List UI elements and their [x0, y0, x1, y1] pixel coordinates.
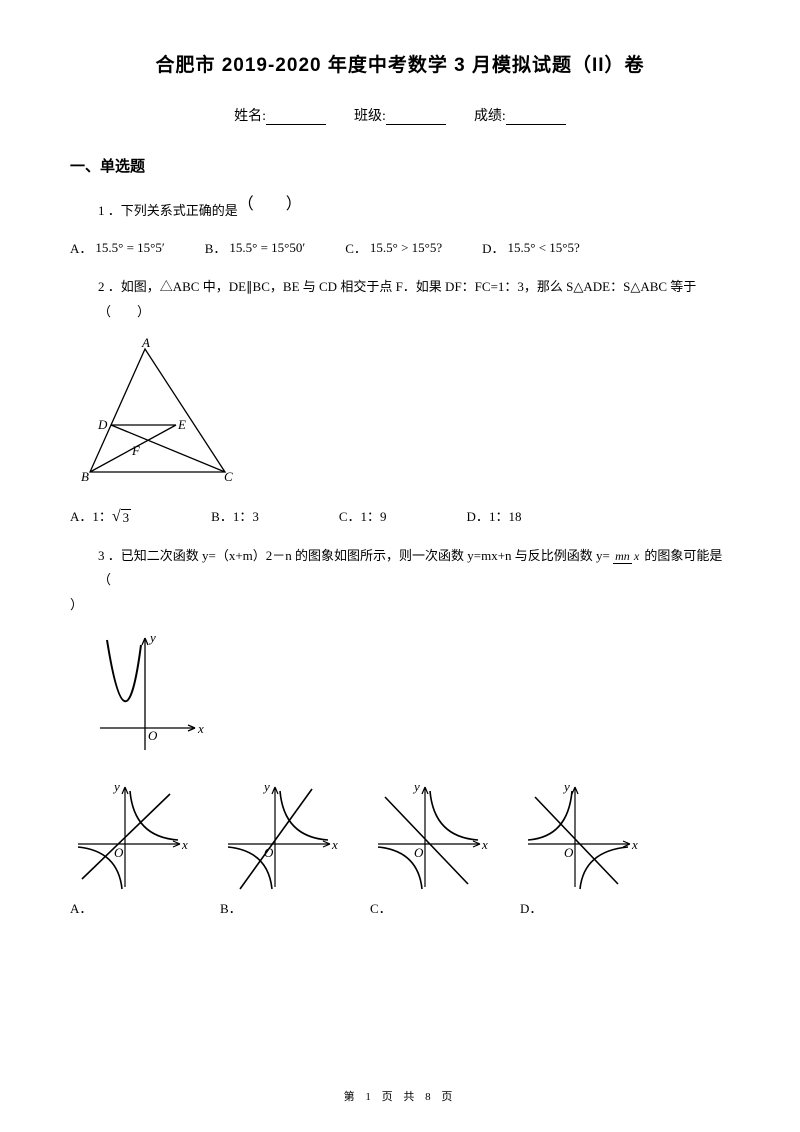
section-heading: 一、单选题	[70, 155, 730, 176]
svg-text:O: O	[264, 845, 274, 860]
q1-opt-c: C．15.5° > 15°5?	[345, 238, 442, 257]
q3-options: x y O A． x y O B．	[70, 779, 730, 917]
q2-d-pre: D．	[467, 509, 489, 524]
q1-a-body: 15.5° = 15°5′	[95, 240, 164, 256]
q3-opt-c: x y O C．	[370, 779, 490, 917]
q3-b-label: B．	[220, 898, 340, 917]
q1-d-body: 15.5° < 15°5?	[508, 240, 580, 256]
q2-b-pre: B．	[211, 509, 233, 524]
fraction-icon: mnx	[613, 545, 641, 568]
q3-d-label: D．	[520, 898, 640, 917]
svg-text:E: E	[177, 417, 186, 432]
q1-c-body: 15.5° > 15°5?	[370, 240, 442, 256]
class-label: 班级:	[354, 109, 386, 124]
svg-text:y: y	[262, 779, 270, 794]
q3-opt-b: x y O B．	[220, 779, 340, 917]
name-label: 姓名:	[234, 109, 266, 124]
q2-opt-c: C．1：9	[339, 506, 387, 526]
meta-row: 姓名: 班级: 成绩:	[70, 105, 730, 125]
q2-opt-a: A．1：√3	[70, 506, 131, 526]
svg-text:x: x	[197, 721, 204, 736]
page-footer: 第 1 页 共 8 页	[0, 1088, 800, 1104]
q1-b-pre: B．	[205, 238, 227, 257]
svg-text:x: x	[331, 837, 338, 852]
q2-options: A．1：√3 B．1：3 C．1：9 D．1：18	[70, 506, 730, 526]
q2-d-body: 1：18	[489, 509, 522, 524]
svg-text:O: O	[564, 845, 574, 860]
q3-frac-n: mn	[613, 549, 632, 564]
question-1: 1 ．下列关系式正确的是（ ）	[70, 196, 730, 226]
q2-c-body: 1：9	[361, 509, 387, 524]
q2-a-pre: A．1：	[70, 509, 112, 524]
svg-text:x: x	[481, 837, 488, 852]
score-blank	[506, 111, 566, 125]
svg-text:x: x	[181, 837, 188, 852]
triangle-diagram: A B C D E F	[70, 337, 245, 487]
graph-a: x y O	[70, 779, 190, 894]
q3-a-label: A．	[70, 898, 190, 917]
q1-c-pre: C．	[345, 238, 367, 257]
svg-text:x: x	[631, 837, 638, 852]
q3-t3: ）	[70, 597, 83, 612]
score-label: 成绩:	[474, 109, 506, 124]
q3-t1: 3 ．已知二次函数 y=（x+m）2－n 的图象如图所示，则一次函数 y=mx+…	[98, 548, 613, 563]
svg-text:y: y	[148, 630, 156, 645]
svg-text:B: B	[81, 469, 89, 484]
svg-text:y: y	[562, 779, 570, 794]
q3-opt-a: x y O A．	[70, 779, 190, 917]
svg-text:C: C	[224, 469, 233, 484]
q1-paren: （ ）	[238, 196, 302, 213]
question-2: 2 ．如图，△ABC 中，DE∥BC，BE 与 CD 相交于点 F．如果 DF：…	[70, 275, 730, 324]
q2-c-pre: C．	[339, 509, 361, 524]
q3-frac-d: x	[632, 549, 641, 563]
svg-text:y: y	[112, 779, 120, 794]
q1-options: A．15.5° = 15°5′ B．15.5° = 15°50′ C．15.5°…	[70, 238, 730, 257]
graph-d: x y O	[520, 779, 640, 894]
svg-text:D: D	[97, 417, 108, 432]
q2-a-rad: 3	[121, 509, 132, 526]
q1-b-body: 15.5° = 15°50′	[229, 240, 305, 256]
q3-given-figure: x y O	[90, 630, 730, 765]
q2-opt-b: B．1：3	[211, 506, 259, 526]
q3-opt-d: x y O D．	[520, 779, 640, 917]
name-blank	[266, 111, 326, 125]
parabola-diagram: x y O	[90, 630, 210, 760]
page-title: 合肥市 2019-2020 年度中考数学 3 月模拟试题（II）卷	[70, 50, 730, 77]
svg-text:O: O	[414, 845, 424, 860]
q2-b-body: 1：3	[233, 509, 259, 524]
q1-opt-d: D．15.5° < 15°5?	[482, 238, 580, 257]
q1-text: 1 ．下列关系式正确的是	[98, 203, 238, 218]
svg-text:A: A	[141, 337, 150, 350]
q1-opt-b: B．15.5° = 15°50′	[205, 238, 306, 257]
q1-opt-a: A．15.5° = 15°5′	[70, 238, 165, 257]
q1-d-pre: D．	[482, 238, 504, 257]
sqrt-icon: √3	[112, 509, 131, 526]
svg-text:y: y	[412, 779, 420, 794]
q3-c-label: C．	[370, 898, 490, 917]
q1-a-pre: A．	[70, 238, 92, 257]
svg-text:O: O	[148, 728, 158, 743]
class-blank	[386, 111, 446, 125]
question-3: 3 ．已知二次函数 y=（x+m）2－n 的图象如图所示，则一次函数 y=mx+…	[70, 544, 730, 618]
q2-figure: A B C D E F	[70, 337, 730, 492]
graph-b: x y O	[220, 779, 340, 894]
q2-opt-d: D．1：18	[467, 506, 522, 526]
graph-c: x y O	[370, 779, 490, 894]
svg-text:F: F	[131, 443, 141, 458]
svg-text:O: O	[114, 845, 124, 860]
